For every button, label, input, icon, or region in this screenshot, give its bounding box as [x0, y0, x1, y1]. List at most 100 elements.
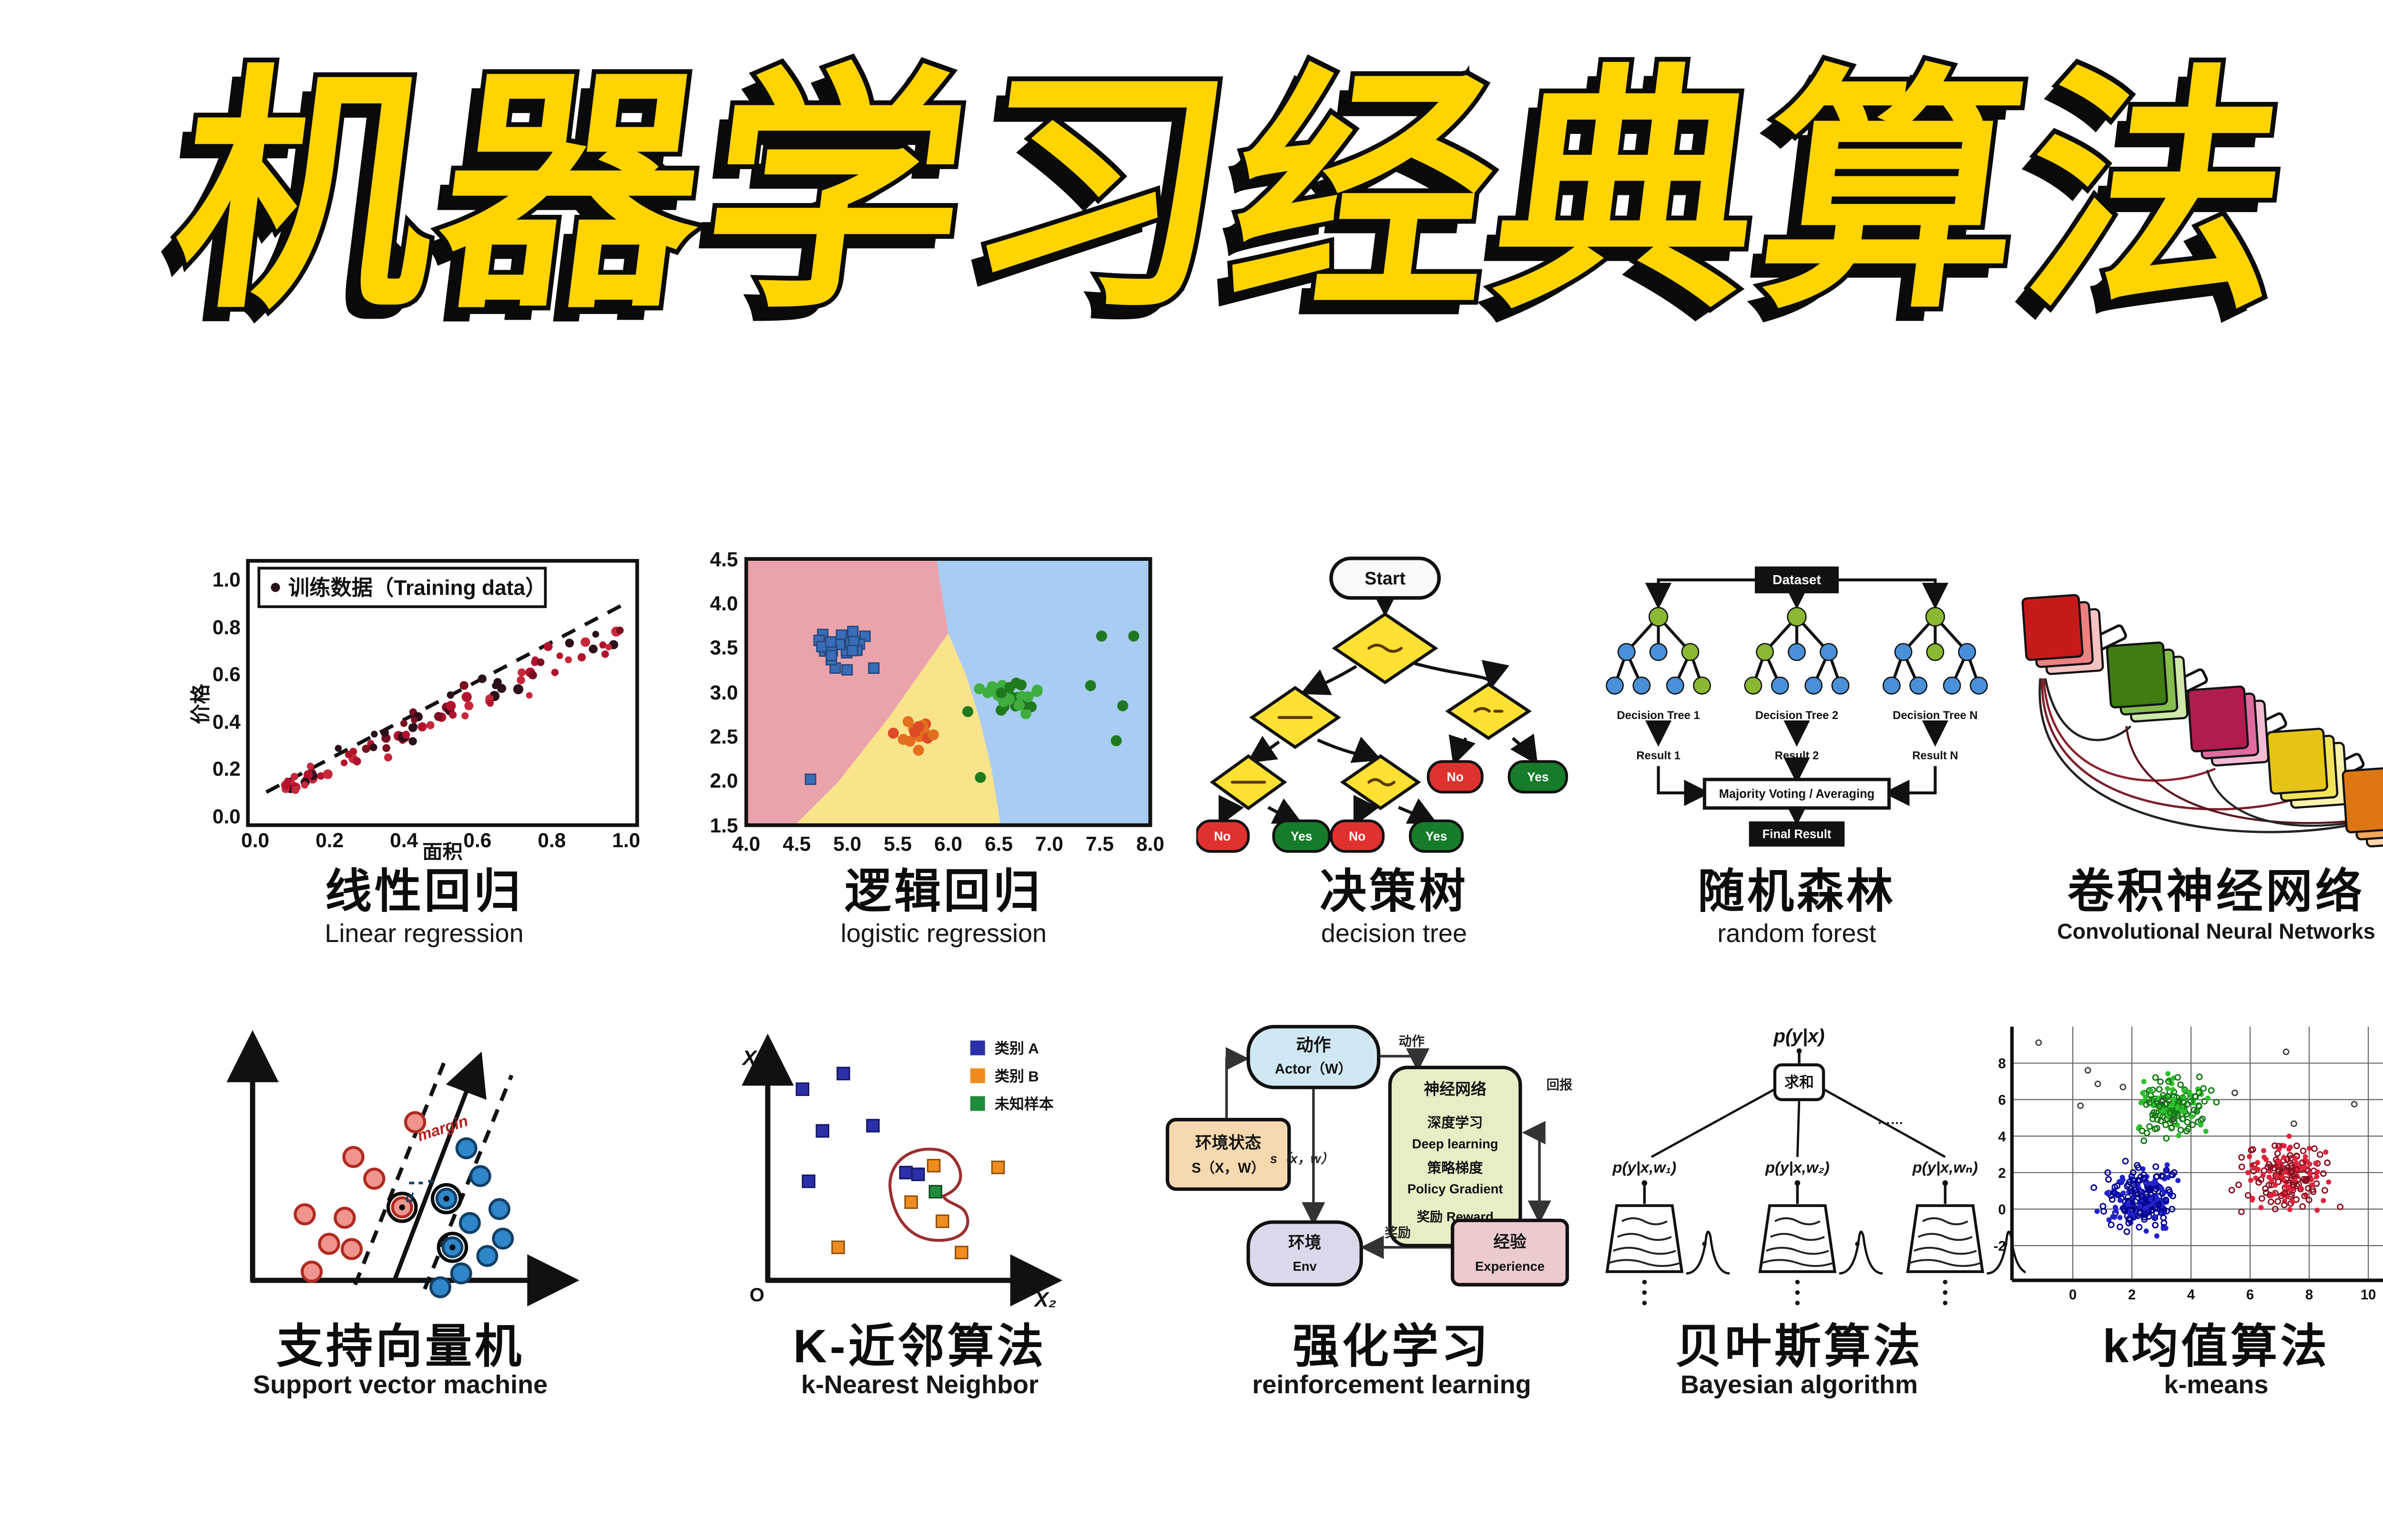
svg-text:动作: 动作: [1296, 1035, 1331, 1055]
svg-text:3.5: 3.5: [710, 636, 738, 659]
bayesian-diagram: p(y|x) 求和 …… p(y|x,w₁) p(y|x,w₂) p(y|x,w…: [1605, 1025, 2026, 1306]
knn-diagram: X₁ X₂ O 类别 A 类别 B 未知样本: [741, 1033, 1063, 1311]
svg-text:4.0: 4.0: [710, 592, 738, 615]
panel-title-zh: 贝叶斯算法: [1675, 1320, 1923, 1372]
svg-text:0.0: 0.0: [241, 829, 269, 851]
svg-text:-2: -2: [1994, 1239, 2006, 1254]
svg-text:2: 2: [2128, 1287, 2136, 1303]
svg-text:4.0: 4.0: [732, 833, 760, 855]
legend-label: 训练数据（Training data）: [288, 576, 546, 599]
panel-linear-regression: 1.0 0.8 0.6 0.4 0.2 0.0 0.0 0.2 0.4 0.6 …: [157, 548, 691, 946]
svg-text:类别 A: 类别 A: [995, 1040, 1039, 1057]
cnn-diagram: [2021, 594, 2383, 848]
svg-text:2.0: 2.0: [710, 770, 738, 792]
y-axis-label: 价格: [189, 684, 212, 724]
svg-text:7.5: 7.5: [1086, 833, 1114, 855]
panel-logistic-regression: 4.0 4.5 5.0 5.5 6.0 6.5 7.0 7.5 8.0 1.5 …: [691, 548, 1196, 946]
panel-title-en: reinforcement learning: [1252, 1370, 1531, 1399]
scatter-points: [281, 626, 624, 794]
panel-title-en: k-means: [2164, 1370, 2269, 1399]
svg-text:Experience: Experience: [1475, 1259, 1545, 1274]
sum-node: 求和: [1773, 1063, 1825, 1101]
result-labels: Result 1 Result 2 Result N: [1636, 750, 1958, 762]
svg-text:环境状态: 环境状态: [1195, 1134, 1262, 1152]
panel-title-zh: 随机森林: [1697, 865, 1896, 917]
branch-labels: p(y|x,w₁) p(y|x,w₂) p(y|x,wₙ): [1612, 1158, 1978, 1176]
x-axis-ticks: 4.0 4.5 5.0 5.5 6.0 6.5 7.0 7.5 8.0: [732, 833, 1164, 855]
svg-text:8: 8: [2305, 1287, 2313, 1303]
trend-line: [265, 601, 627, 794]
legend: 类别 A 类别 B 未知样本: [970, 1040, 1054, 1113]
arrow-labels: 动作 回报 奖励 s（x，w）: [1270, 1034, 1573, 1240]
svg-text:s（x，w）: s（x，w）: [1270, 1151, 1334, 1166]
env-box: 环境 Env: [1246, 1220, 1363, 1287]
svg-text:奖励: 奖励: [1385, 1225, 1411, 1240]
connectors: [1645, 578, 1949, 826]
svg-text:4: 4: [1998, 1129, 2006, 1145]
svg-text:p(y|x,wₙ): p(y|x,wₙ): [1912, 1158, 1978, 1176]
svg-text:Dataset: Dataset: [1772, 572, 1821, 587]
page-title: 机器学习经典算法: [157, 45, 2314, 342]
panel-title-en: logistic regression: [840, 919, 1047, 948]
svg-text:10: 10: [2361, 1287, 2376, 1303]
svg-text:S（X，W）: S（X，W）: [1192, 1160, 1265, 1176]
svg-text:神经网络: 神经网络: [1424, 1080, 1486, 1098]
final-result-box: Final Result: [1749, 821, 1845, 847]
panel-title-zh: 卷积神经网络: [2067, 865, 2365, 917]
svg-text:0.4: 0.4: [213, 711, 241, 733]
svg-text:0.6: 0.6: [213, 663, 241, 685]
svg-text:Deep learning: Deep learning: [1412, 1136, 1498, 1151]
svg-text:Actor（W）: Actor（W）: [1275, 1061, 1352, 1077]
panel-reinforcement-learning: 动作 Actor（W） 环境状态 S（X，W） 神经网络 深度学习 Deep l…: [1153, 1020, 1630, 1398]
svg-text:No: No: [1447, 770, 1464, 784]
svg-text:Decision Tree 1: Decision Tree 1: [1617, 709, 1700, 722]
panel-title-en: Bayesian algorithm: [1680, 1370, 1918, 1399]
panel-title-en: random forest: [1717, 919, 1876, 948]
margin-line-right: [423, 1074, 514, 1290]
random-forest-diagram: Dataset Decision Tree 1 Decision Tree 2 …: [1606, 566, 1988, 847]
svm-diagram: margin d: [226, 1030, 580, 1307]
svg-text:No: No: [1214, 829, 1231, 843]
model-units: [1605, 1180, 2026, 1306]
svg-text:求和: 求和: [1784, 1074, 1814, 1091]
svg-text:0.8: 0.8: [213, 616, 241, 638]
actor-box: 动作 Actor（W）: [1246, 1024, 1381, 1089]
panel-cnn: 卷积神经网络 Convolutional Neural Networks: [1987, 548, 2383, 942]
svg-text:Majority Voting / Averaging: Majority Voting / Averaging: [1719, 788, 1875, 801]
y-axis-label: X₁: [741, 1046, 764, 1070]
svg-text:环境: 环境: [1288, 1234, 1321, 1252]
skip-connection-arcs: [2038, 678, 2376, 833]
panel-title-en: Linear regression: [325, 919, 524, 948]
start-node: Start: [1329, 557, 1441, 600]
panel-title-zh: 线性回归: [325, 865, 523, 917]
scatter-points: [805, 626, 1140, 785]
kmeans-chart: 0 2 4 6 8 10 8 6 4 2 0 -2: [1994, 1026, 2383, 1303]
x-axis-label: 面积: [422, 841, 463, 860]
svg-text:动作: 动作: [1399, 1034, 1425, 1049]
panel-kmeans: 0 2 4 6 8 10 8 6 4 2 0 -2 k均值算法 k-means: [1978, 1020, 2383, 1398]
data-points: [294, 1111, 514, 1298]
x-axis-label: X₂: [1033, 1288, 1057, 1311]
svg-text:5.5: 5.5: [884, 833, 912, 855]
svg-text:6.0: 6.0: [934, 833, 962, 855]
region-yellow: [794, 633, 1001, 825]
svg-text:Yes: Yes: [1426, 829, 1447, 843]
distance-label: d: [406, 1190, 414, 1205]
state-box: 环境状态 S（X，W）: [1165, 1118, 1291, 1191]
svg-text:0.0: 0.0: [213, 805, 241, 828]
svg-text:Result N: Result N: [1912, 750, 1958, 762]
panel-title-zh: 决策树: [1319, 865, 1468, 917]
panel-title-en: Support vector machine: [253, 1370, 548, 1399]
svg-text:深度学习: 深度学习: [1427, 1114, 1483, 1131]
svg-text:Decision Tree N: Decision Tree N: [1893, 709, 1977, 722]
voting-box: Majority Voting / Averaging: [1702, 778, 1891, 810]
panel-title-en: decision tree: [1321, 919, 1467, 948]
margin-line-left: [353, 1062, 446, 1286]
leaf-nodes: No Yes No Yes No Yes: [1196, 760, 1568, 853]
panel-title-zh: 逻辑回归: [844, 865, 1043, 917]
y-axis-ticks: 1.0 0.8 0.6 0.4 0.2 0.0: [213, 568, 241, 828]
svg-text:6: 6: [1998, 1093, 2006, 1108]
svg-text:5.0: 5.0: [833, 833, 861, 855]
y-axis-ticks: 8 6 4 2 0 -2: [1994, 1056, 2006, 1254]
